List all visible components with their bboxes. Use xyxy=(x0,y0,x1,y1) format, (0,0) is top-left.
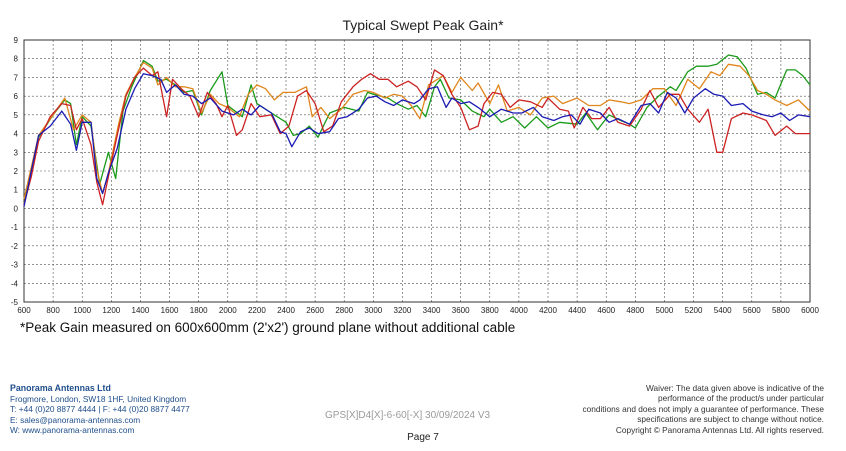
x-tick-label: 4400 xyxy=(568,306,586,315)
x-tick-label: 1000 xyxy=(73,306,91,315)
y-tick-label: 4 xyxy=(14,130,19,139)
waiver-line: specifications are subject to change wit… xyxy=(637,414,824,425)
x-tick-label: 2000 xyxy=(219,306,237,315)
waiver-line: conditions and does not imply a guarante… xyxy=(582,403,824,414)
x-tick-label: 5800 xyxy=(772,306,790,315)
document-reference: GPS[X]D4[X]-6-60[-X] 30/09/2024 V3 xyxy=(325,410,491,421)
x-tick-label: 2600 xyxy=(306,306,324,315)
series-line-4 xyxy=(23,73,811,207)
y-tick-label: 8 xyxy=(14,55,19,64)
y-tick-label: 1 xyxy=(14,186,19,195)
y-tick-label: -1 xyxy=(11,223,19,232)
x-tick-label: 4200 xyxy=(539,306,557,315)
company-email[interactable]: E: sales@panorama-antennas.com xyxy=(10,414,141,425)
company-address: Frogmore, London, SW18 1HF, United Kingd… xyxy=(10,393,187,404)
x-tick-label: 4000 xyxy=(510,306,528,315)
y-tick-label: -3 xyxy=(11,261,19,270)
x-tick-label: 2400 xyxy=(277,306,295,315)
x-tick-label: 800 xyxy=(46,306,60,315)
x-tick-label: 5000 xyxy=(656,306,674,315)
series-line-2 xyxy=(23,61,811,200)
y-tick-label: -4 xyxy=(11,279,19,288)
y-tick-label: 0 xyxy=(14,204,19,213)
y-tick-label: 5 xyxy=(14,111,19,120)
gain-chart: 600 800 1000 1200 1400 1600 1800 2000 2200 2400 26… xyxy=(11,36,820,315)
footnote: *Peak Gain measured on 600x600mm (2'x2')… xyxy=(20,320,516,335)
chart-title: Typical Swept Peak Gain* xyxy=(342,17,504,33)
x-tick-label: 5200 xyxy=(685,306,703,315)
x-tick-label: 3800 xyxy=(481,306,499,315)
x-tick-label: 3400 xyxy=(423,306,441,315)
waiver-text: Waiver: The data given above is indicati… xyxy=(544,383,824,435)
y-tick-label: 3 xyxy=(14,148,19,157)
x-tick-label: 1400 xyxy=(132,306,150,315)
x-tick-label: 2200 xyxy=(248,306,266,315)
x-tick-label: 6000 xyxy=(801,306,819,315)
x-tick-label: 3200 xyxy=(394,306,412,315)
y-tick-label: -5 xyxy=(11,298,19,307)
y-tick-label: 2 xyxy=(14,167,19,176)
x-tick-label: 1200 xyxy=(102,306,120,315)
x-tick-label: 1800 xyxy=(190,306,208,315)
y-tick-label: 9 xyxy=(14,36,19,45)
x-tick-label: 3000 xyxy=(364,306,382,315)
y-tick-label: 7 xyxy=(14,73,19,82)
series-line-3 xyxy=(23,67,810,206)
company-name: Panorama Antennas Ltd xyxy=(10,383,111,393)
page-number: Page 7 xyxy=(407,432,439,443)
x-tick-label: 1600 xyxy=(161,306,179,315)
x-tick-label: 600 xyxy=(17,306,31,315)
y-tick-label: -2 xyxy=(11,242,19,251)
x-tick-label: 3600 xyxy=(452,306,470,315)
x-tick-label: 5600 xyxy=(743,306,761,315)
x-tick-label: 2800 xyxy=(335,306,353,315)
x-tick-label: 4800 xyxy=(626,306,644,315)
company-web[interactable]: W: www.panorama-antennas.com xyxy=(10,425,135,436)
waiver-line: performance of the product/s under parti… xyxy=(657,393,824,404)
waiver-line: Copyright © Panorama Antennas Ltd. All r… xyxy=(615,424,824,435)
waiver-line: Waiver: The data given above is indicati… xyxy=(645,383,824,393)
plot-frame xyxy=(23,39,811,303)
x-tick-label: 4600 xyxy=(597,306,615,315)
company-block: Panorama Antennas Ltd Frogmore, London, … xyxy=(10,383,190,436)
y-tick-label: 6 xyxy=(14,92,19,101)
company-phone: T: +44 (0)20 8877 4444 | F: +44 (0)20 88… xyxy=(10,404,190,415)
x-tick-label: 5400 xyxy=(714,306,732,315)
